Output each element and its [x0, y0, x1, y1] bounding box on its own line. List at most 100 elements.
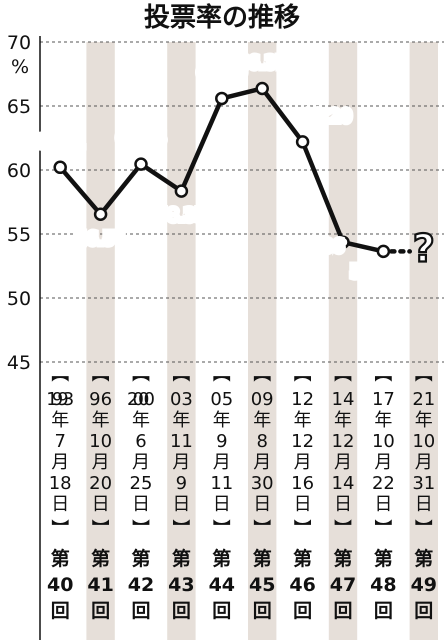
x-date-labels: ︻1993年7月18日︼︻96年10月20日︼︻2000年6月25日︼︻03年1… [46, 364, 435, 540]
data-label: 56.54 [76, 229, 126, 249]
data-point [93, 207, 108, 222]
data-label: 60.46 [116, 129, 166, 149]
date-part: 年 [92, 410, 110, 431]
session-part: 第 [91, 547, 110, 570]
grid-lines [40, 41, 444, 363]
date-part: 31 [412, 473, 435, 494]
date-part: 11 [170, 431, 193, 452]
data-label: 60.21 [35, 132, 85, 152]
data-point [376, 244, 391, 259]
date-part: 12 [291, 431, 314, 452]
date-part: 年 [51, 410, 69, 431]
date-part: 年 [374, 410, 392, 431]
session-part: 第 [131, 547, 150, 570]
date-bracket-open: ︻ [51, 364, 69, 385]
column-band-4 [167, 42, 196, 640]
date-part: 9 [176, 473, 187, 494]
column-band-6 [248, 42, 277, 640]
date-bracket-close: ︼ [294, 519, 312, 540]
date-bracket-close: ︼ [92, 519, 110, 540]
data-point [295, 135, 310, 149]
date-part: 96 [89, 389, 112, 410]
date-part: 日 [334, 494, 352, 515]
column-bands [86, 42, 438, 640]
date-part: 12 [291, 389, 314, 410]
y-tick-labels: 70 65 60 55 50 45 [7, 32, 31, 374]
session-part: 回 [414, 600, 433, 622]
chart-title: 投票率の推移 [144, 2, 300, 33]
y-tick-label: 55 [7, 224, 31, 246]
date-part: 年 [253, 410, 271, 431]
session-part: 49 [411, 574, 437, 596]
date-part: 10 [89, 431, 112, 452]
session-part: 43 [168, 574, 194, 596]
date-part: 日 [92, 494, 110, 515]
session-part: 第 [51, 547, 70, 570]
date-part: 20 [89, 473, 112, 494]
date-part: 22 [372, 473, 395, 494]
date-part: 14 [332, 473, 355, 494]
date-bracket-open: ︻ [213, 364, 231, 385]
date-part: 月 [294, 452, 312, 473]
date-part: 月 [374, 452, 392, 473]
date-part: 月 [132, 452, 150, 473]
date-part: 9 [216, 431, 227, 452]
date-bracket-close: ︼ [213, 519, 231, 540]
date-bracket-close: ︼ [415, 519, 433, 540]
data-label: 54.36 [294, 237, 344, 257]
date-part: 17 [372, 389, 395, 410]
date-part: 月 [213, 452, 231, 473]
date-bracket-open: ︻ [294, 364, 312, 385]
date-part: 年 [334, 410, 352, 431]
session-part: 46 [289, 574, 315, 596]
session-part: 回 [212, 600, 231, 622]
session-part: 回 [374, 600, 393, 622]
date-part: 11 [210, 473, 233, 494]
date-part: 年 [213, 410, 231, 431]
date-part: 日 [294, 494, 312, 515]
session-part: 第 [212, 547, 231, 570]
data-point [336, 235, 350, 249]
data-point [53, 160, 67, 175]
date-part: 日 [132, 494, 150, 515]
date-part: 05 [210, 389, 233, 410]
data-label: 66.37 [237, 53, 287, 73]
column-band-2 [86, 42, 115, 640]
y-tick-label: 50 [7, 288, 31, 310]
date-part: 日 [51, 494, 69, 515]
date-part: 25 [130, 473, 153, 494]
date-bracket-close: ︼ [334, 519, 352, 540]
date-bracket-close: ︼ [172, 519, 190, 540]
session-part: 42 [128, 574, 154, 596]
date-bracket-open: ︻ [374, 364, 392, 385]
session-part: 41 [87, 574, 113, 596]
date-part: 日 [374, 494, 392, 515]
date-part: 月 [415, 452, 433, 473]
data-label: 58.35 [156, 206, 206, 226]
y-axis-unit: % [11, 56, 29, 78]
date-part: 1993 [46, 389, 74, 410]
date-bracket-close: ︼ [132, 519, 150, 540]
date-bracket-open: ︻ [92, 364, 110, 385]
session-part: 回 [51, 600, 70, 622]
date-bracket-open: ︻ [253, 364, 271, 385]
date-bracket-open: ︻ [415, 364, 433, 385]
date-part: 日 [415, 494, 433, 515]
date-part: 月 [92, 452, 110, 473]
data-point [134, 157, 148, 171]
session-part: 第 [414, 547, 433, 570]
date-part: 月 [253, 452, 271, 473]
date-part: 2000 [127, 389, 155, 410]
date-part: 月 [51, 452, 69, 473]
session-part: 回 [333, 600, 352, 622]
session-part: 回 [253, 600, 272, 622]
date-part: 30 [251, 473, 274, 494]
date-part: 月 [334, 452, 352, 473]
data-point [215, 91, 229, 106]
date-bracket-open: ︻ [172, 364, 190, 385]
session-part: 第 [293, 547, 312, 570]
date-part: 年 [172, 410, 190, 431]
session-part: 第 [172, 547, 191, 570]
